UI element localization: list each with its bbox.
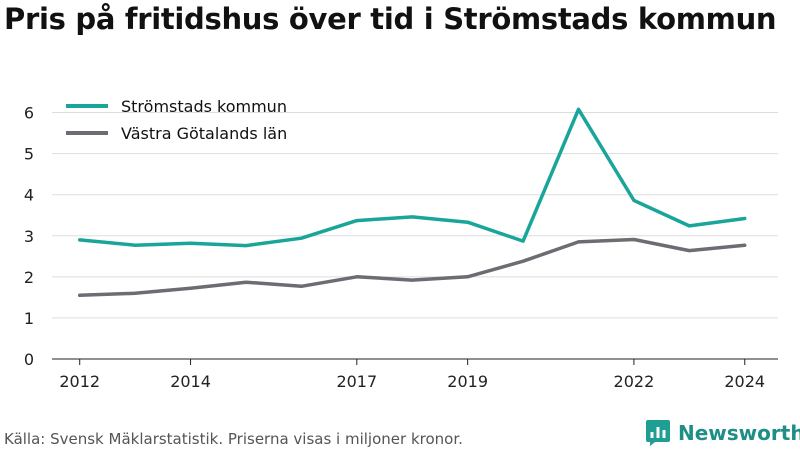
series-line-västra-götalands-län — [77, 237, 747, 298]
y-tick-label: 4 — [24, 186, 34, 205]
x-tick-label: 2017 — [336, 372, 377, 391]
newsworthy-logo-icon — [646, 420, 670, 446]
brand-name: Newsworthy — [678, 421, 800, 445]
y-axis-ticks: 0 1 2 3 4 5 6 — [24, 104, 34, 369]
x-tick-label: 2019 — [447, 372, 488, 391]
x-tick-label: 2014 — [170, 372, 211, 391]
series-line-strömstads-kommun — [77, 107, 747, 248]
y-tick-label: 5 — [24, 145, 34, 164]
y-tick-label: 3 — [24, 227, 34, 246]
y-tick-label: 2 — [24, 268, 34, 287]
x-tick-label: 2024 — [724, 372, 765, 391]
legend: Strömstads kommun Västra Götalands län — [66, 97, 287, 143]
legend-label: Strömstads kommun — [121, 97, 287, 116]
x-tick-label: 2012 — [59, 372, 100, 391]
brand[interactable]: Newsworthy — [645, 419, 800, 447]
y-tick-label: 0 — [24, 350, 34, 369]
series-lines — [77, 107, 747, 298]
source-note: Källa: Svensk Mäklarstatistik. Priserna … — [4, 430, 463, 448]
gridlines — [52, 112, 778, 319]
x-axis: 2012 2014 2017 2019 2022 2024 — [52, 358, 778, 391]
y-tick-label: 1 — [24, 309, 34, 328]
chart-title: Pris på fritidshus över tid i Strömstads… — [4, 2, 777, 36]
legend-label: Västra Götalands län — [121, 124, 287, 143]
y-tick-label: 6 — [24, 104, 34, 123]
x-tick-label: 2022 — [614, 372, 655, 391]
